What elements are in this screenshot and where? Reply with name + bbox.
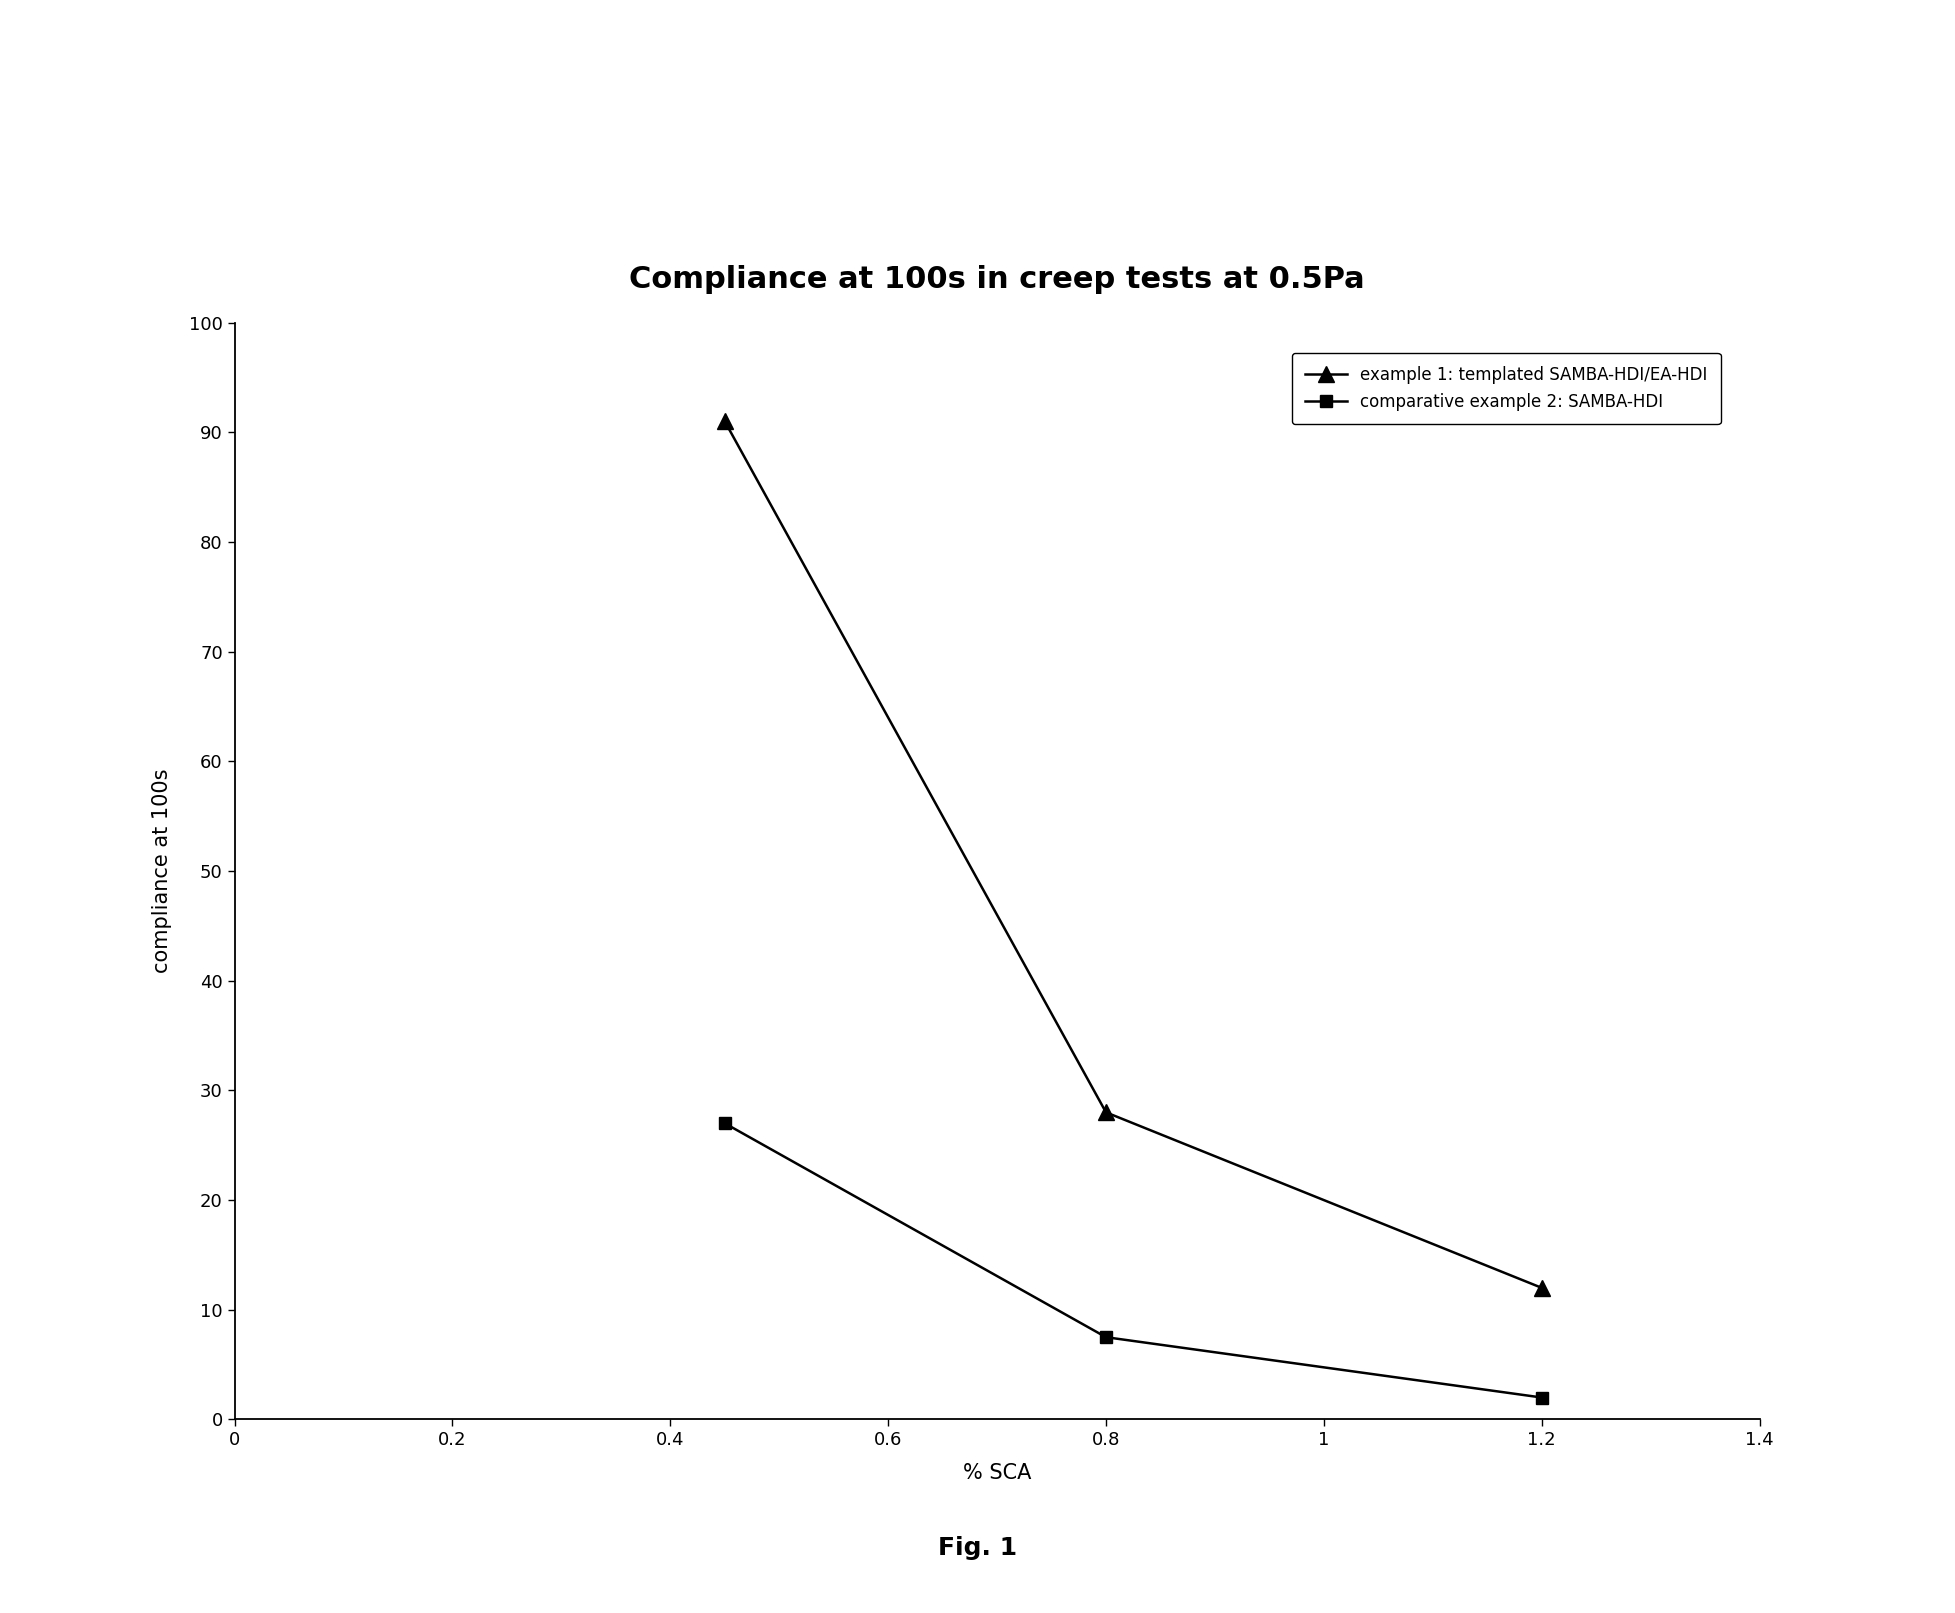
example 1: templated SAMBA-HDI/EA-HDI: (0.45, 91): templated SAMBA-HDI/EA-HDI: (0.45, 91) bbox=[714, 411, 737, 431]
comparative example 2: SAMBA-HDI: (1.2, 2): SAMBA-HDI: (1.2, 2) bbox=[1531, 1387, 1554, 1407]
Legend: example 1: templated SAMBA-HDI/EA-HDI, comparative example 2: SAMBA-HDI: example 1: templated SAMBA-HDI/EA-HDI, c… bbox=[1292, 353, 1720, 424]
comparative example 2: SAMBA-HDI: (0.45, 27): SAMBA-HDI: (0.45, 27) bbox=[714, 1113, 737, 1132]
example 1: templated SAMBA-HDI/EA-HDI: (1.2, 12): templated SAMBA-HDI/EA-HDI: (1.2, 12) bbox=[1531, 1277, 1554, 1297]
example 1: templated SAMBA-HDI/EA-HDI: (0.8, 28): templated SAMBA-HDI/EA-HDI: (0.8, 28) bbox=[1095, 1103, 1118, 1123]
Text: Fig. 1: Fig. 1 bbox=[938, 1537, 1017, 1560]
Line: comparative example 2: SAMBA-HDI: comparative example 2: SAMBA-HDI bbox=[719, 1118, 1548, 1403]
Line: example 1: templated SAMBA-HDI/EA-HDI: example 1: templated SAMBA-HDI/EA-HDI bbox=[716, 413, 1550, 1297]
X-axis label: % SCA: % SCA bbox=[964, 1463, 1030, 1482]
Title: Compliance at 100s in creep tests at 0.5Pa: Compliance at 100s in creep tests at 0.5… bbox=[630, 265, 1365, 294]
Y-axis label: compliance at 100s: compliance at 100s bbox=[152, 769, 172, 973]
comparative example 2: SAMBA-HDI: (0.8, 7.5): SAMBA-HDI: (0.8, 7.5) bbox=[1095, 1327, 1118, 1347]
